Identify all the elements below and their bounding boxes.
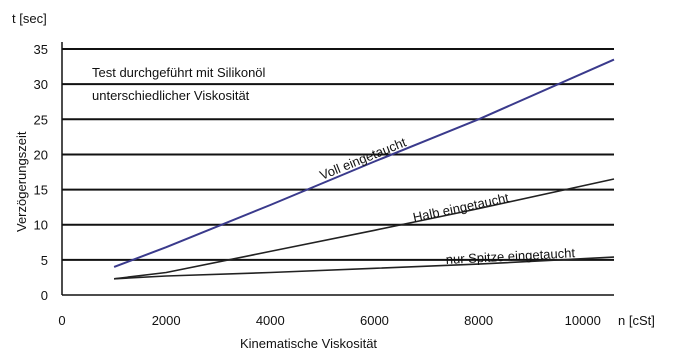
y-tick-label: 10: [34, 218, 48, 233]
y-tick-label: 5: [41, 253, 48, 268]
x-tick-label: 8000: [464, 313, 493, 328]
series-lines: [113, 58, 615, 280]
y-tick-label: 25: [34, 112, 48, 127]
x-tick-label: 2000: [152, 313, 181, 328]
x-tick-label: 10000: [565, 313, 601, 328]
grid: [62, 48, 614, 261]
series-label-spitze: nur Spitze eingetaucht: [445, 245, 575, 267]
x-tick-label: 6000: [360, 313, 389, 328]
axes: [61, 42, 614, 296]
y-tick-labels: 0 5 10 15 20 25 30 35: [34, 42, 48, 303]
y-tick-label: 30: [34, 77, 48, 92]
series-line-2: [114, 178, 615, 280]
y-tick-label: 35: [34, 42, 48, 57]
x-axis-unit-label: n [cSt]: [618, 313, 655, 328]
x-tick-label: 0: [58, 313, 65, 328]
x-tick-label: 4000: [256, 313, 285, 328]
x-axis-label: Kinematische Viskosität: [240, 336, 377, 351]
series-line-1: [113, 58, 615, 268]
y-axis-label: Verzögerungszeit: [14, 131, 29, 232]
x-tick-labels: 0 2000 4000 6000 8000 10000: [58, 313, 600, 328]
y-axis-unit-label: t [sec]: [12, 11, 47, 26]
series-label-halb: Halb eingetaucht: [412, 190, 511, 225]
y-tick-label: 20: [34, 147, 48, 162]
series-line-3: [114, 256, 615, 280]
series-label-voll: Voll eingetaucht: [318, 134, 409, 182]
note-line-1: Test durchgeführt mit Silikonöl: [92, 65, 266, 80]
y-tick-label: 0: [41, 288, 48, 303]
note-line-2: unterschiedlicher Viskosität: [92, 88, 250, 103]
y-tick-label: 15: [34, 183, 48, 198]
